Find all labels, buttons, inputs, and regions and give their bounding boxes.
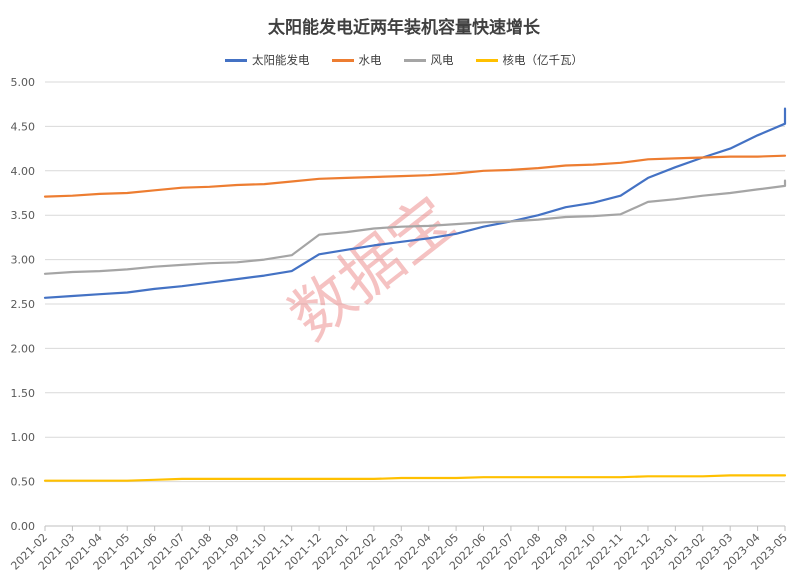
y-tick-label: 2.00 [11, 342, 36, 355]
watermark-text: 数据宝 [276, 182, 468, 354]
legend-swatch [403, 58, 426, 62]
y-tick-label: 2.50 [11, 298, 36, 311]
series-3 [43, 474, 787, 482]
legend-item: 太阳能发电 [225, 52, 310, 68]
series-line [43, 474, 787, 482]
legend-label: 风电 [430, 53, 454, 67]
y-tick-label: 1.00 [11, 431, 36, 444]
y-tick-label: 3.50 [11, 209, 36, 222]
y-tick-label: 1.50 [11, 387, 36, 400]
series-line [43, 107, 787, 299]
legend-label: 核电（亿千瓦） [502, 53, 584, 67]
y-tick-label: 4.00 [11, 165, 36, 178]
y-tick-label: 3.00 [11, 254, 36, 267]
legend-item: 核电（亿千瓦） [475, 52, 584, 68]
series-line [43, 154, 787, 198]
legend-swatch [331, 58, 354, 62]
chart-legend: 太阳能发电 水电 风电 核电（亿千瓦） [0, 52, 808, 68]
legend-swatch [225, 58, 247, 62]
series-line [43, 179, 787, 275]
series-0 [43, 107, 787, 299]
series-2 [43, 179, 787, 275]
y-tick-label: 5.00 [11, 76, 36, 89]
y-tick-label: 0.00 [11, 520, 36, 533]
legend-label: 太阳能发电 [252, 53, 310, 67]
series-1 [43, 154, 787, 198]
legend-label: 水电 [358, 53, 382, 67]
y-tick-label: 0.50 [11, 476, 36, 489]
legend-item: 风电 [403, 52, 454, 68]
legend-swatch [475, 58, 498, 62]
legend-item: 水电 [331, 52, 382, 68]
chart-title: 太阳能发电近两年装机容量快速增长 [268, 18, 540, 38]
y-tick-label: 4.50 [11, 120, 36, 133]
